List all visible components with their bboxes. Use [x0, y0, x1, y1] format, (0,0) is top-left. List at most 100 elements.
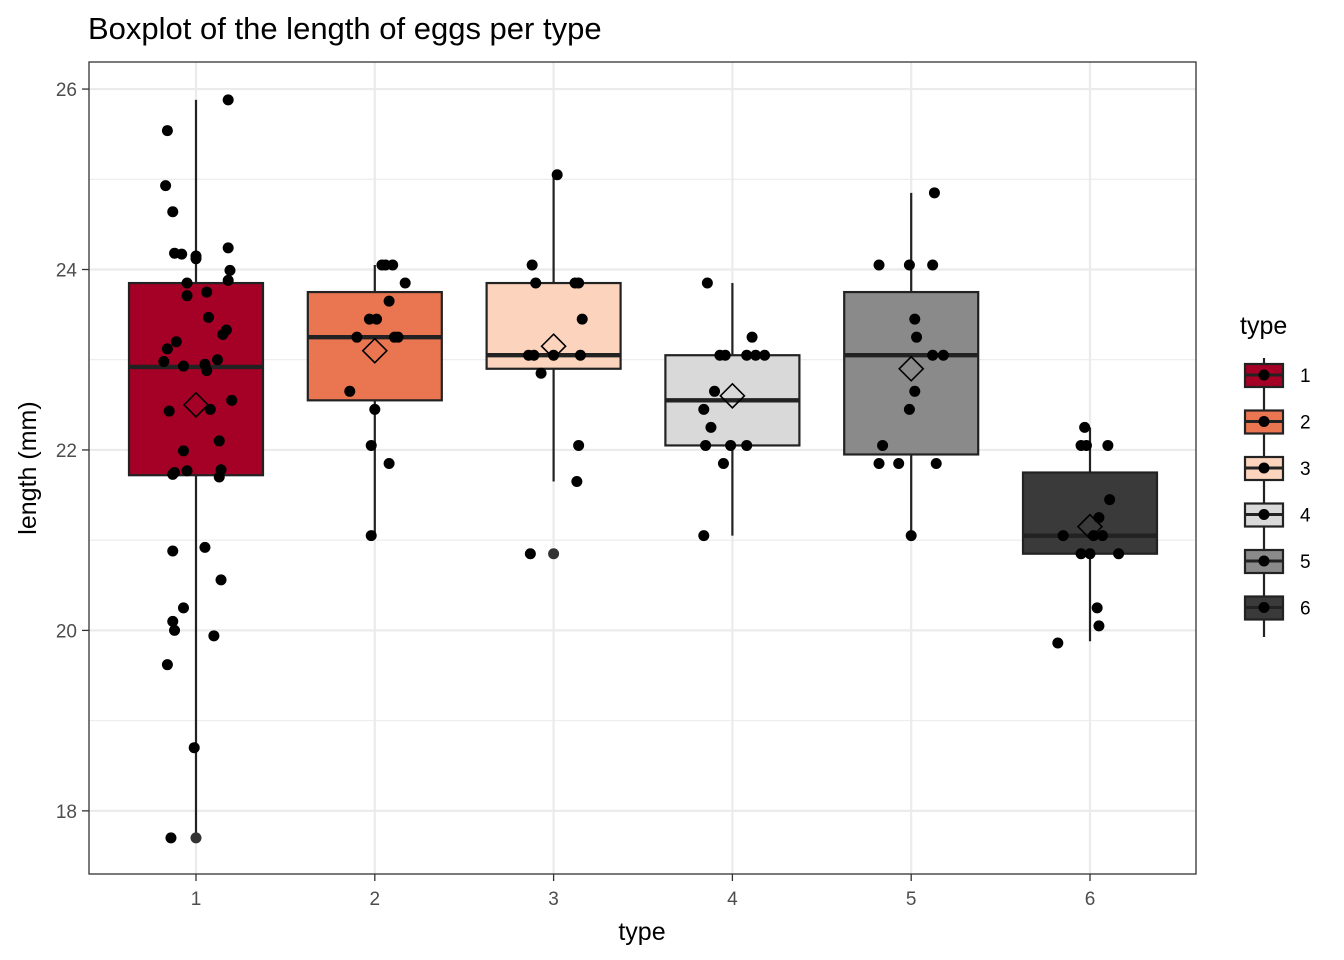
data-point	[199, 358, 211, 370]
y-tick-label: 20	[56, 621, 77, 642]
data-point	[169, 624, 181, 636]
legend-key-point	[1258, 555, 1270, 567]
data-point	[222, 242, 234, 254]
chart-title: Boxplot of the length of eggs per type	[88, 11, 602, 46]
data-point	[188, 742, 200, 754]
data-point	[222, 274, 234, 286]
y-tick-label: 18	[56, 802, 77, 823]
data-point	[167, 206, 179, 218]
data-point	[369, 403, 381, 415]
box	[306, 290, 443, 402]
legend-label: 5	[1300, 552, 1311, 573]
data-point	[177, 360, 189, 372]
data-point	[1102, 439, 1114, 451]
data-point	[937, 349, 949, 361]
data-point	[208, 630, 220, 642]
data-point	[1113, 548, 1125, 560]
x-tick-label: 5	[906, 889, 917, 910]
data-point	[1084, 548, 1096, 560]
data-point	[873, 457, 885, 469]
data-point	[1097, 530, 1109, 542]
data-point	[383, 457, 395, 469]
data-point	[571, 476, 583, 488]
data-point	[893, 457, 905, 469]
plot-border	[88, 61, 1197, 875]
data-point	[181, 465, 193, 477]
data-point	[701, 277, 713, 289]
mean-marker	[1076, 513, 1104, 540]
data-point	[176, 248, 188, 260]
legend-label: 1	[1300, 366, 1311, 387]
data-point	[204, 403, 216, 415]
data-point	[203, 311, 215, 323]
data-point	[365, 530, 377, 542]
data-point	[725, 439, 737, 451]
y-tick-label: 26	[56, 80, 77, 101]
x-tick-label: 6	[1085, 889, 1096, 910]
data-point	[220, 324, 232, 336]
data-point	[199, 541, 211, 553]
data-point	[167, 615, 179, 627]
data-point	[201, 286, 213, 298]
data-point	[526, 259, 538, 271]
mean-marker	[540, 333, 567, 360]
data-point	[524, 548, 536, 560]
data-point	[905, 530, 917, 542]
data-point	[365, 439, 377, 451]
y-axis-title: length (mm)	[14, 401, 42, 534]
plot-background	[89, 62, 1196, 874]
data-point	[909, 385, 921, 397]
x-tick-label: 3	[548, 889, 559, 910]
data-point	[750, 349, 762, 361]
y-axis: 18 20 22 24 26	[56, 80, 89, 823]
outlier-point	[190, 832, 202, 844]
box	[1021, 471, 1159, 555]
data-point	[211, 354, 223, 366]
data-point	[873, 259, 885, 271]
data-point	[181, 277, 193, 289]
data-point	[161, 659, 173, 671]
data-point	[161, 125, 173, 137]
data-point	[1104, 494, 1116, 506]
outlier-point	[548, 548, 560, 560]
data-point	[709, 385, 721, 397]
y-tick-label: 22	[56, 441, 77, 462]
legend-label: 6	[1300, 599, 1311, 620]
legend-key-point	[1258, 416, 1270, 427]
data-point	[530, 277, 542, 289]
data-point	[351, 331, 363, 343]
data-point	[165, 832, 177, 844]
data-point	[177, 602, 189, 614]
data-point	[911, 331, 923, 343]
data-point	[160, 180, 172, 192]
data-point	[215, 574, 227, 586]
legend-title: type	[1240, 312, 1287, 340]
x-tick-label: 1	[191, 889, 202, 910]
data-point	[387, 259, 399, 271]
data-point	[170, 336, 182, 348]
data-point	[222, 94, 234, 106]
data-point	[190, 250, 202, 262]
data-point	[930, 457, 942, 469]
data-point	[927, 349, 939, 361]
data-point	[573, 277, 585, 289]
data-point	[1052, 637, 1064, 649]
data-point	[1075, 548, 1087, 560]
data-point	[344, 385, 356, 397]
data-point	[698, 403, 710, 415]
x-axis-title: type	[618, 918, 665, 946]
data-point	[213, 435, 225, 447]
data-point	[224, 264, 236, 276]
data-point	[399, 277, 411, 289]
legend-key-point	[1258, 462, 1270, 474]
box	[127, 281, 265, 477]
legend-label: 3	[1300, 459, 1311, 480]
data-point	[576, 313, 588, 325]
data-point	[548, 349, 560, 361]
data-point	[1079, 421, 1091, 433]
data-point	[746, 331, 758, 343]
data-point	[1091, 602, 1103, 614]
data-point	[167, 545, 179, 557]
legend-key-point	[1258, 602, 1270, 613]
data-point	[371, 313, 383, 325]
